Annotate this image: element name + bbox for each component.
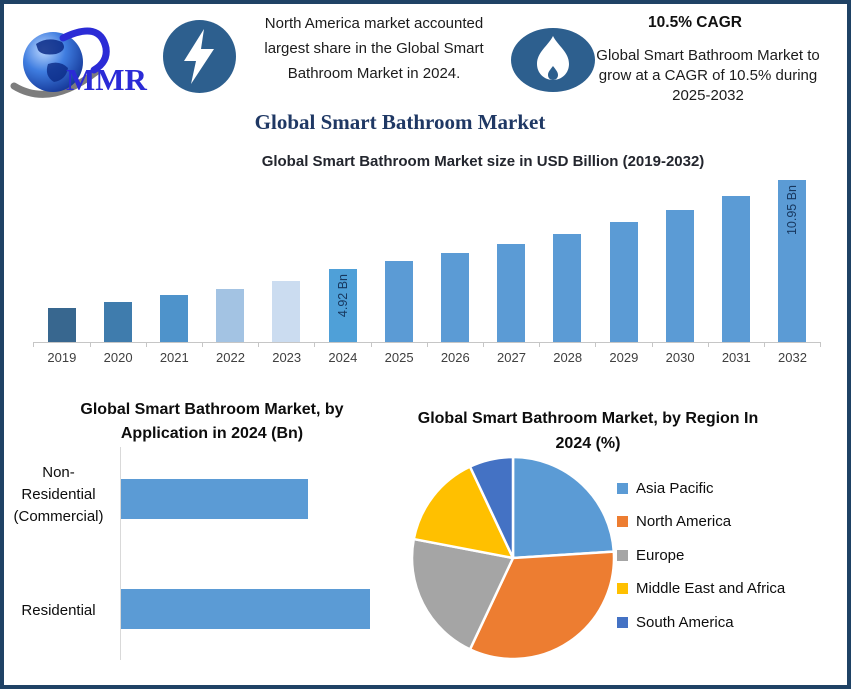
legend-label: Europe [636,546,685,564]
year-label: 2021 [159,350,189,365]
axis-tick [651,342,653,347]
year-label: 2030 [665,350,695,365]
globe-continent [46,62,68,82]
year-label: 2026 [440,350,470,365]
bar-2020 [103,302,132,342]
axis-tick [202,342,203,347]
market-size-plot: 4.92 Bn 10.95 Bn [0,180,851,342]
bar-2031 [721,196,750,342]
left-highlight-text: North America market accounted largest s… [264,15,484,82]
axis-tick [764,342,765,347]
axis-tick [820,342,822,347]
legend-label: North America [636,513,732,530]
bar-2028 [553,234,582,342]
year-label: 2020 [103,350,133,365]
pie-slice-europe [410,537,515,651]
bar-2019 [47,308,76,342]
legend-swatch [617,616,628,628]
mmr-logo-text: MMR [66,62,148,97]
year-label: 2029 [609,350,639,365]
pie-slice-asia-pacific [511,455,616,560]
mmr-logo: MMR [10,27,148,98]
cagr-value: 10.5% CAGR [648,14,742,31]
year-label: 2031 [721,350,751,365]
bar-2021 [159,295,188,342]
pie-slice-middle-east-and-africa [412,465,515,560]
axis-tick [145,342,147,347]
axis-tick [89,342,91,347]
application-chart-y-axis [120,447,121,660]
bar-2027 [497,244,526,342]
page-title: Global Smart Bathroom Market [254,110,546,134]
globe-continent [36,39,64,55]
bar-value-label: 10.95 Bn [785,185,800,236]
region-legend: Asia Pacific North America Europe Middle Ea… [617,479,847,647]
year-label: 2025 [384,350,414,365]
legend-item: South America [617,613,847,631]
axis-tick [314,342,316,347]
market-size-axis-ticks [0,342,851,348]
year-label: 2023 [272,350,302,365]
region-pie [410,455,616,661]
right-highlight-text: Global Smart Bathroom Market to grow at … [596,47,820,104]
bar-value-label: 4.92 Bn [335,274,350,318]
axis-tick [370,342,372,347]
axis-tick [426,342,428,347]
bar-2023 [272,281,301,342]
bar-2030 [665,210,694,342]
year-label: 2019 [47,350,77,365]
legend-label: South America [636,613,734,631]
legend-swatch [617,549,628,561]
axis-tick [539,342,541,347]
bar-2024: 4.92 Bn [328,269,357,342]
legend-swatch [617,583,628,594]
bar-2022 [216,289,245,342]
orbit-swoosh-blue [59,27,110,74]
application-chart-title: Global Smart Bathroom Market, by Applica… [80,401,344,442]
axis-tick [33,342,35,347]
axis-tick [483,342,484,347]
legend-label: Asia Pacific [636,479,714,497]
year-label: 2032 [778,350,807,365]
year-labels: 2019 2020 2021 2022 2023 2024 2025 2026 2027 2028… [0,350,851,366]
axis-tick [707,342,709,347]
application-bar [121,479,308,519]
axis-tick [595,342,597,347]
region-pie-title: Global Smart Bathroom Market, by Region … [417,410,759,452]
pie-slice-north-america [468,550,616,661]
bar-2029 [609,222,638,342]
year-label: 2024 [328,350,358,365]
legend-item: North America [617,513,847,531]
application-bar [121,589,370,629]
legend-label: Middle East and Africa [636,580,786,597]
year-label: 2028 [553,350,583,365]
legend-swatch [617,516,628,527]
legend-item: Asia Pacific [617,479,847,497]
market-size-chart-title: Global Smart Bathroom Market size in USD… [261,153,705,170]
bar-2025 [384,261,413,342]
legend-item: Middle East and Africa [617,580,847,598]
year-label: 2027 [497,350,526,365]
legend-item: Europe [617,546,847,564]
category-label: Residential [21,602,96,619]
legend-swatch [617,482,628,494]
year-label: 2022 [216,350,245,365]
orbit-swoosh-gray [10,68,100,98]
axis-tick [258,342,260,347]
lightning-icon [163,20,236,93]
bar-2026 [440,253,469,342]
flame-icon [511,28,595,92]
category-label: Non- Residential (Commercial) [13,464,104,525]
pie-slice-south-america [468,455,515,560]
bar-2032: 10.95 Bn [778,180,807,342]
